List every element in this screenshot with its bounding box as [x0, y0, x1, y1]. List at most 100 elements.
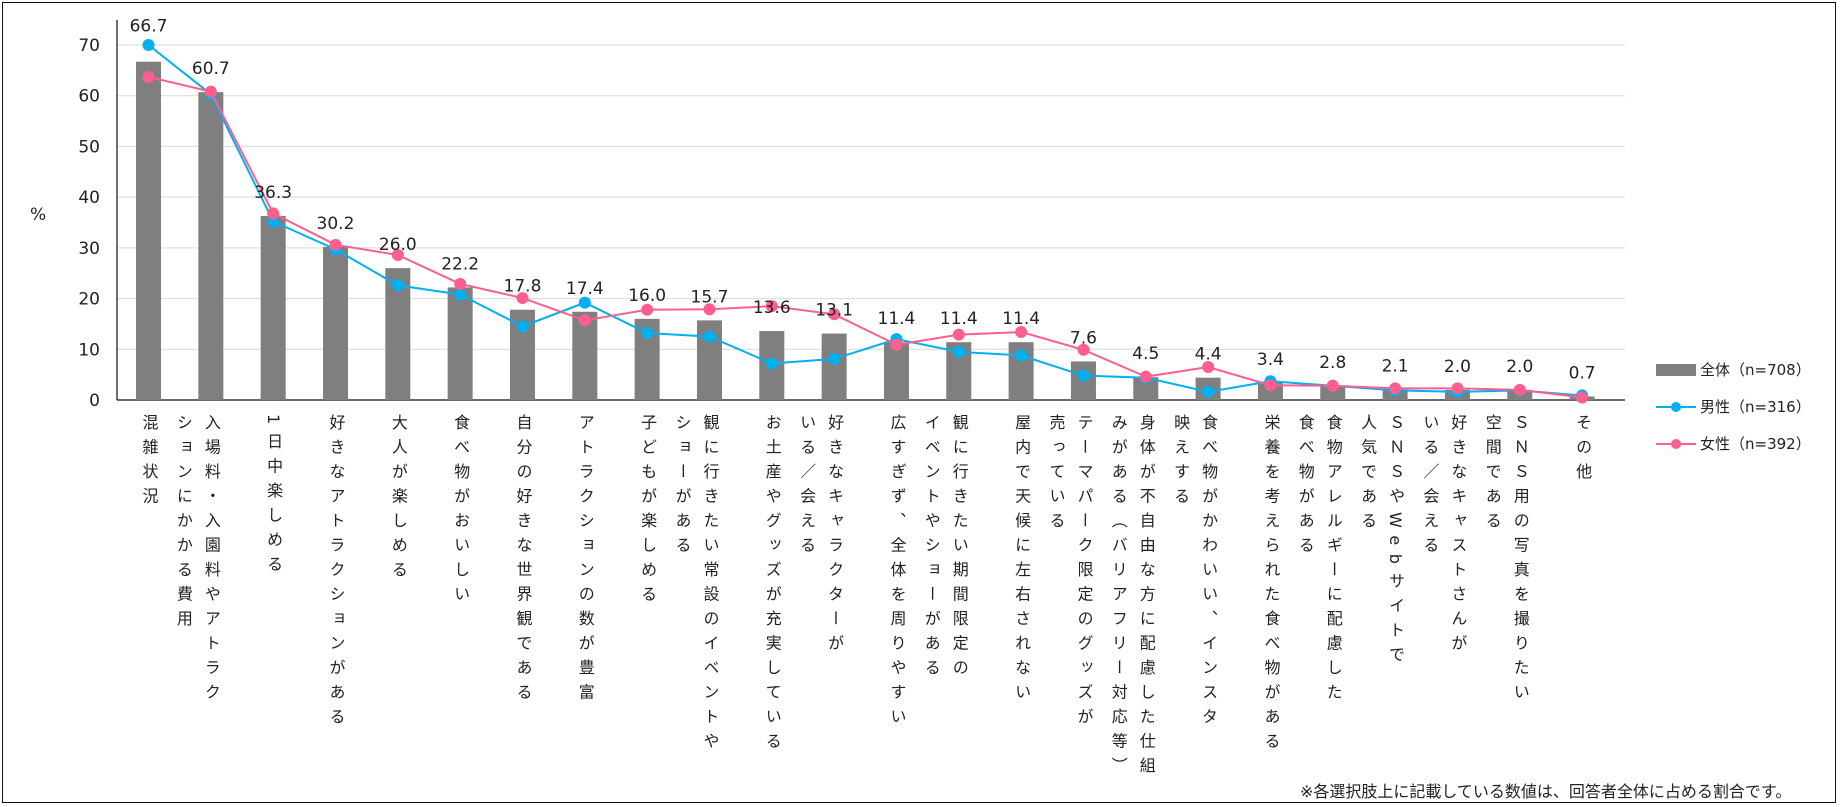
data-label: 16.0 [628, 286, 666, 306]
marker-female [1264, 379, 1277, 392]
marker-female [952, 328, 965, 341]
bar-total [260, 215, 286, 400]
x-tick-label: 大人が楽しめる [388, 414, 408, 586]
marker-male [142, 39, 155, 51]
x-tick-label: 栄養を考えられた食べ物がある [1261, 414, 1281, 757]
marker-female [391, 248, 404, 261]
data-label: 4.4 [1195, 345, 1222, 365]
x-tick-label: 食べ物がおいしい [451, 414, 471, 610]
bar-total [821, 333, 847, 400]
data-label: 30.2 [317, 214, 355, 234]
y-tick-label: 40 [78, 188, 100, 208]
data-label: 3.4 [1257, 350, 1284, 370]
bar-total [136, 61, 161, 400]
marker-female [703, 303, 716, 316]
legend-female-line-marker [1656, 438, 1696, 450]
x-tick-label: 食物アレルギーに配慮した 食べ物がある [1295, 414, 1343, 708]
marker-female [454, 277, 467, 290]
marker-male [828, 352, 841, 365]
marker-female [204, 85, 217, 98]
marker-female [1513, 383, 1526, 396]
x-tick-label: 広すぎず、全体を周りやすい [887, 414, 907, 733]
x-tick-label: 身体が不自由な方に配慮した仕組 みがある（バリアフリー対応等） [1108, 414, 1156, 782]
marker-male [1202, 385, 1215, 398]
marker-male [641, 327, 654, 340]
marker-female [1389, 382, 1402, 395]
x-tick-label: 子どもが楽しめる [638, 414, 658, 610]
y-tick-label: 20 [78, 290, 100, 310]
data-label: 13.6 [753, 298, 791, 318]
bar-total [1133, 377, 1159, 400]
x-tick-label: お土産やグッズが充実している [762, 414, 782, 757]
data-label: 2.0 [1444, 357, 1471, 377]
data-label: 17.8 [504, 277, 542, 297]
marker-female [267, 207, 280, 220]
bar-total [1320, 385, 1346, 400]
marker-female [329, 238, 342, 251]
marker-female [641, 303, 654, 316]
line-male [147, 44, 1583, 397]
data-label: 11.4 [878, 309, 916, 329]
data-label: 17.4 [566, 279, 604, 299]
marker-female [1139, 370, 1152, 383]
data-label: 60.7 [192, 59, 230, 79]
data-label: 26.0 [379, 235, 417, 255]
bar-total [447, 287, 473, 400]
y-tick-label: 10 [78, 340, 100, 360]
data-label: 2.8 [1319, 353, 1346, 373]
marker-female [828, 308, 841, 321]
x-tick-label: 観に行きたい常設のイベントや ショーがある [672, 414, 720, 757]
x-tick-label: その他 [1573, 414, 1593, 488]
data-label: 13.1 [815, 301, 853, 321]
x-tick-label: 観に行きたい期間限定の イベントやショーがある [921, 414, 969, 684]
x-tick-label: 食べ物がかわいい、インスタ 映えする [1171, 414, 1219, 733]
marker-male [391, 279, 404, 292]
y-tick-label: 50 [78, 137, 100, 157]
legend-male-line-marker [1656, 401, 1696, 413]
line-female [148, 75, 1583, 399]
marker-male [578, 296, 591, 309]
legend-label-total: 全体（n=708） [1700, 361, 1811, 379]
data-label: 22.2 [441, 254, 479, 274]
footnote: ※各選択肢上に記載している数値は、回答者全体に占める割合です。 [1300, 782, 1792, 801]
marker-male [454, 288, 467, 301]
legend-bar-swatch [1656, 363, 1696, 376]
marker-female [142, 70, 155, 83]
x-tick-label: 好きなキャストさんが いる／会える [1420, 414, 1468, 659]
x-tick-label: 好きなキャラクターが いる／会える [797, 414, 845, 659]
marker-male [516, 320, 529, 333]
data-label: 11.4 [940, 309, 978, 329]
legend-item-total: 全体（n=708） [1656, 359, 1811, 380]
marker-female [1451, 382, 1464, 395]
bar-total [198, 92, 224, 401]
data-label: 15.7 [691, 287, 729, 307]
marker-female [1077, 343, 1090, 356]
bar-total [1257, 382, 1283, 400]
data-label: 2.0 [1506, 357, 1533, 377]
legend-label-female: 女性（n=392） [1700, 435, 1811, 453]
data-label: 11.4 [1002, 309, 1040, 329]
x-tick-label: 入場料・入園料やアトラク ションにかかる費用 [173, 414, 221, 708]
data-label: 36.3 [254, 183, 292, 203]
data-label: 2.1 [1382, 356, 1409, 376]
marker-female [1015, 326, 1028, 339]
x-tick-label: テーマパーク限定のグッズが 売っている [1046, 414, 1094, 733]
bar-total [883, 342, 909, 400]
bar-total [572, 311, 598, 400]
legend-label-male: 男性（n=316） [1700, 398, 1811, 416]
x-tick-label: 好きなアトラクションがある [326, 414, 346, 733]
marker-female [1202, 361, 1215, 374]
y-tick-label: 60 [78, 87, 100, 107]
data-label: 7.6 [1070, 328, 1097, 348]
data-label: 66.7 [130, 17, 168, 37]
marker-male [1015, 349, 1028, 362]
x-tick-label: 屋内で天候に左右されない [1012, 414, 1032, 708]
data-label: 0.7 [1569, 363, 1596, 383]
legend-item-male: 男性（n=316） [1656, 396, 1811, 417]
marker-female [765, 300, 778, 313]
marker-female [578, 314, 591, 327]
marker-male [703, 330, 716, 343]
bar-total [322, 246, 348, 400]
